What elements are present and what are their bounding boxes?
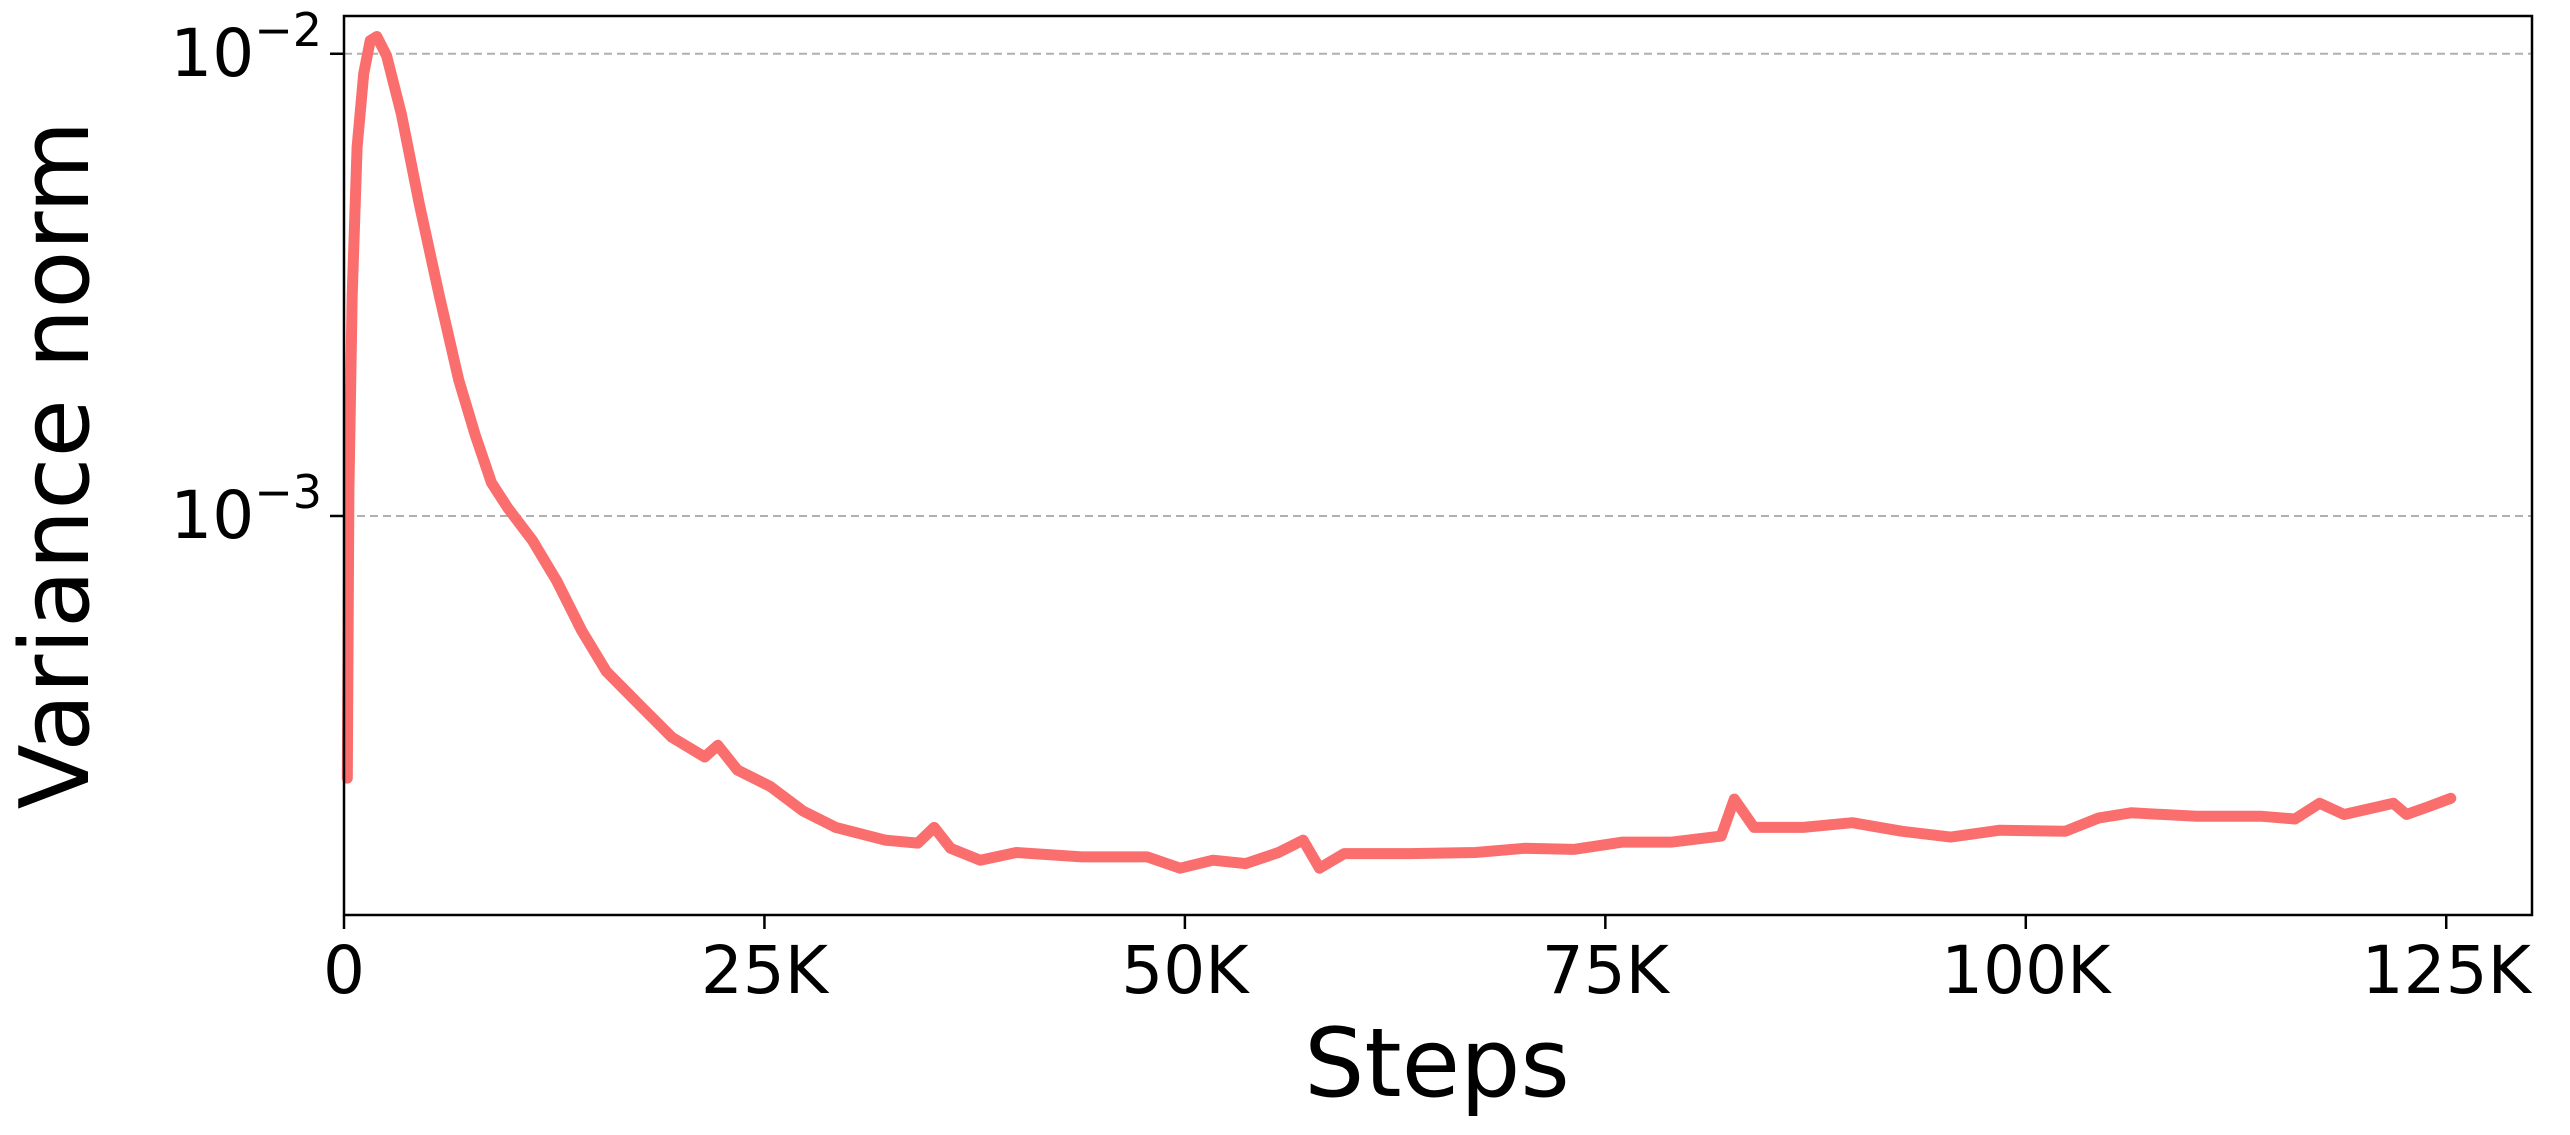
data-line	[341, 31, 2457, 874]
x-tick-label: 25K	[701, 932, 830, 1009]
x-tick-label: 0	[323, 932, 365, 1009]
y-tick-label: 10−2	[170, 3, 322, 92]
x-tick-label: 125K	[2362, 932, 2533, 1009]
plot-frame	[342, 14, 2534, 917]
x-axis-label: Steps	[1304, 1009, 1570, 1119]
y-axis-label: Variance norm	[1, 121, 111, 810]
x-tick-label: 100K	[1941, 932, 2112, 1009]
y-tick-label: 10−3	[170, 465, 322, 554]
x-tick-label: 50K	[1121, 932, 1250, 1009]
x-tick-label: 75K	[1542, 932, 1671, 1009]
